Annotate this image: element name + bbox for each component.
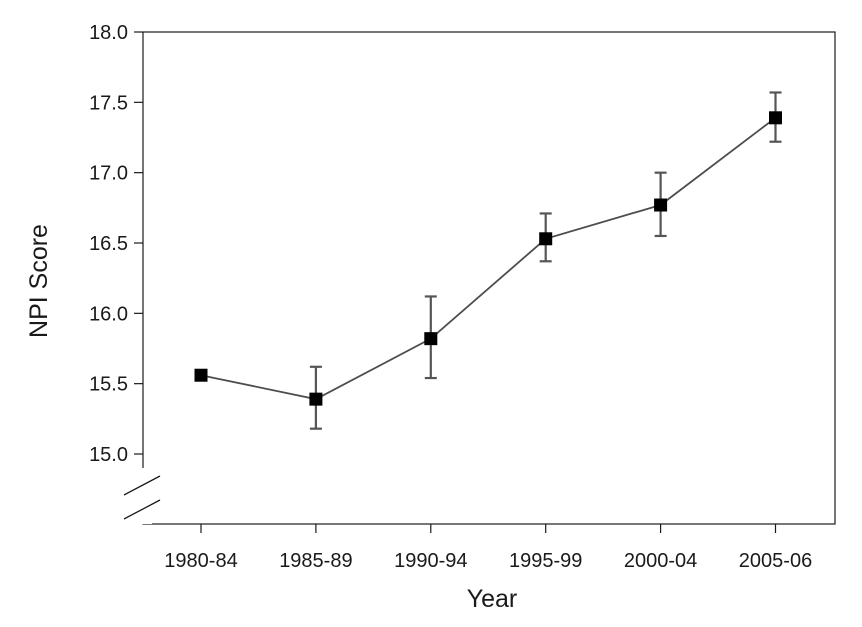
y-tick-label: 17.0 (89, 163, 128, 185)
data-point (539, 232, 552, 245)
data-point (195, 369, 208, 382)
data-point (769, 111, 782, 124)
x-tick-label: 2005-06 (739, 550, 812, 572)
plot-frame (143, 32, 835, 524)
x-tick-label: 1985-89 (279, 550, 352, 572)
data-point (654, 199, 667, 212)
y-tick-label: 15.0 (89, 444, 128, 466)
data-point (309, 393, 322, 406)
error-bars (310, 92, 782, 428)
x-axis: 1980-84 1985-89 1990-94 1995-99 2000-04 2005-… (164, 524, 812, 572)
x-tick-label: 1990-94 (394, 550, 467, 572)
x-axis-title: Year (467, 585, 518, 613)
y-axis-break (124, 468, 160, 524)
y-tick-label: 18.0 (89, 22, 128, 44)
y-tick-label: 17.5 (89, 92, 128, 114)
y-tick-label: 15.5 (89, 374, 128, 396)
series-line (201, 118, 776, 399)
y-tick-label: 16.5 (89, 233, 128, 255)
x-tick-label: 1980-84 (164, 550, 237, 572)
y-tick-label: 16.0 (89, 303, 128, 325)
y-axis-title: NPI Score (25, 224, 53, 338)
series (195, 111, 783, 405)
x-tick-label: 1995-99 (509, 550, 582, 572)
data-point (424, 332, 437, 345)
x-tick-label: 2000-04 (624, 550, 697, 572)
y-axis: 15.0 15.5 16.0 16.5 17.0 17.5 18.0 (89, 22, 143, 466)
